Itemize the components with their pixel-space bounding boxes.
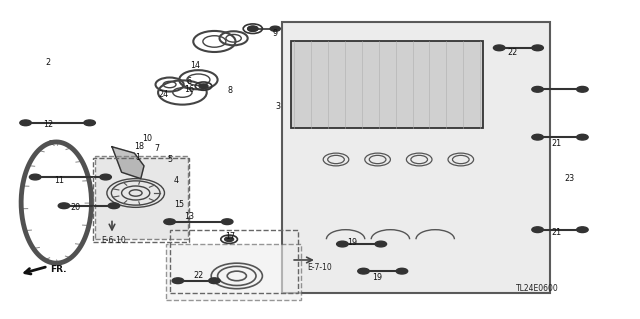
Text: 2: 2 bbox=[45, 58, 51, 67]
Bar bbox=[95, 156, 188, 239]
Circle shape bbox=[577, 134, 588, 140]
Text: 14: 14 bbox=[190, 61, 200, 70]
Circle shape bbox=[493, 45, 505, 51]
Circle shape bbox=[337, 241, 348, 247]
Text: 21: 21 bbox=[552, 228, 562, 237]
Text: 5: 5 bbox=[167, 155, 172, 164]
Text: 6: 6 bbox=[186, 77, 191, 86]
Circle shape bbox=[577, 227, 588, 233]
Text: 20: 20 bbox=[70, 203, 81, 212]
Text: 9: 9 bbox=[273, 29, 278, 38]
Bar bbox=[291, 41, 483, 128]
Circle shape bbox=[221, 219, 233, 225]
Circle shape bbox=[108, 203, 120, 209]
Circle shape bbox=[248, 26, 258, 31]
Circle shape bbox=[199, 84, 208, 88]
Circle shape bbox=[225, 237, 234, 241]
Text: 19: 19 bbox=[372, 273, 383, 282]
Bar bbox=[170, 230, 298, 293]
Text: 24: 24 bbox=[158, 90, 168, 99]
Text: 10: 10 bbox=[142, 134, 152, 143]
Text: E-7-10: E-7-10 bbox=[308, 263, 332, 272]
Circle shape bbox=[532, 227, 543, 233]
Bar bbox=[166, 244, 301, 300]
Text: 4: 4 bbox=[173, 176, 179, 185]
Text: 3: 3 bbox=[276, 102, 281, 111]
Text: 16: 16 bbox=[184, 85, 194, 94]
Circle shape bbox=[100, 174, 111, 180]
Text: 11: 11 bbox=[54, 176, 64, 185]
Circle shape bbox=[164, 219, 175, 225]
Text: 18: 18 bbox=[134, 142, 145, 151]
Text: 23: 23 bbox=[564, 174, 575, 183]
Circle shape bbox=[532, 45, 543, 51]
Text: E-6-10: E-6-10 bbox=[102, 236, 126, 245]
Circle shape bbox=[270, 26, 280, 31]
Text: 12: 12 bbox=[43, 120, 53, 129]
Text: 1: 1 bbox=[135, 153, 140, 162]
Circle shape bbox=[532, 134, 543, 140]
Circle shape bbox=[84, 120, 95, 126]
Circle shape bbox=[58, 203, 70, 209]
Text: 22: 22 bbox=[507, 48, 517, 57]
Bar bbox=[282, 22, 550, 293]
Circle shape bbox=[209, 278, 220, 284]
Text: 19: 19 bbox=[347, 238, 357, 247]
Circle shape bbox=[375, 241, 387, 247]
Circle shape bbox=[29, 174, 41, 180]
Text: 8: 8 bbox=[228, 86, 233, 95]
Circle shape bbox=[248, 26, 258, 31]
Circle shape bbox=[358, 268, 369, 274]
Polygon shape bbox=[112, 147, 144, 179]
Text: 7: 7 bbox=[154, 144, 159, 153]
Circle shape bbox=[172, 278, 184, 284]
Circle shape bbox=[20, 120, 31, 126]
Text: 22: 22 bbox=[193, 271, 204, 280]
Text: FR.: FR. bbox=[50, 265, 67, 274]
Circle shape bbox=[396, 268, 408, 274]
Bar bbox=[93, 158, 189, 242]
Text: 17: 17 bbox=[225, 232, 236, 241]
Circle shape bbox=[577, 86, 588, 92]
Text: 15: 15 bbox=[174, 200, 184, 209]
Text: 13: 13 bbox=[184, 212, 194, 221]
Text: 21: 21 bbox=[552, 139, 562, 148]
Circle shape bbox=[532, 86, 543, 92]
Text: TL24E0600: TL24E0600 bbox=[516, 284, 559, 293]
